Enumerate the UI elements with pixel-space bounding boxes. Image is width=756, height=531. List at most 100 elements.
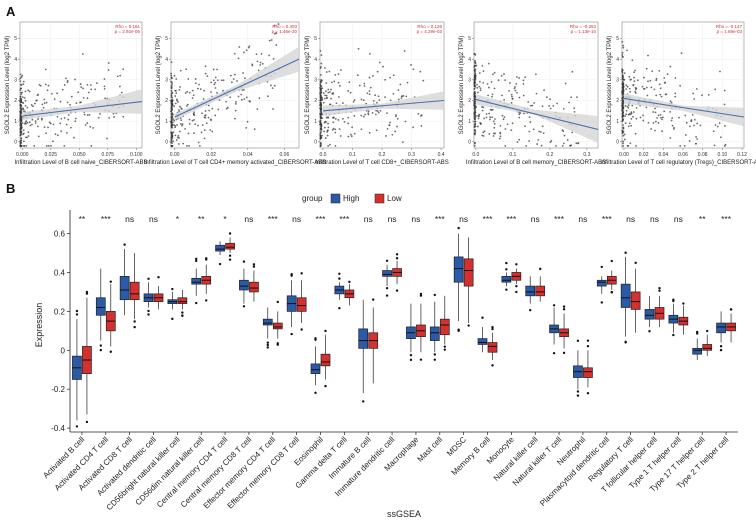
scatter-point (650, 128, 653, 130)
scatter-point (319, 110, 322, 113)
scatter-point (473, 81, 476, 84)
scatter-point (20, 124, 22, 127)
scatter-point (339, 135, 342, 137)
scatter-point (561, 129, 564, 132)
box-low (177, 289, 188, 317)
outlier-point (729, 308, 733, 311)
scatter-point (212, 79, 215, 82)
box-low (392, 253, 402, 292)
scatter-point (502, 118, 505, 121)
scatter-point (483, 130, 486, 133)
scatter-point (364, 113, 367, 116)
scatter-point (187, 132, 190, 135)
scatter-point (60, 117, 63, 120)
significance-label: ns (388, 214, 397, 224)
scatter-point (334, 118, 337, 120)
scatter-point (683, 145, 686, 147)
outlier-point (515, 263, 518, 266)
significance-label: *** (316, 214, 327, 224)
scatter-point (19, 83, 22, 86)
outlier-point (75, 309, 79, 313)
scatter-point (119, 74, 122, 77)
scatter-point (621, 70, 623, 73)
scatter-point (212, 68, 215, 71)
scatter-point (184, 92, 187, 94)
scatter-point (43, 126, 46, 128)
scatter-point (510, 101, 513, 104)
scatter-point (485, 113, 488, 115)
outlier-point (133, 320, 136, 323)
scatter-point (384, 96, 386, 99)
scatter-point (170, 108, 173, 111)
scatter-point (21, 122, 24, 125)
scatter-point (82, 87, 84, 90)
scatter-point (19, 89, 22, 91)
scatter-point (25, 145, 28, 147)
box-body (463, 258, 474, 287)
scatter-point (211, 107, 214, 110)
scatter-point (486, 83, 489, 85)
scatter-point (337, 96, 340, 98)
scatter-point (549, 98, 551, 100)
scatter-point (516, 141, 519, 144)
significance-label: *** (506, 214, 517, 224)
scatter-point (275, 44, 278, 46)
outlier-point (395, 253, 399, 256)
box-low (416, 292, 426, 361)
box-high (310, 337, 321, 395)
box-high (143, 277, 154, 316)
scatter-point (347, 116, 350, 119)
scatter-point (325, 90, 327, 93)
scatter-point (87, 91, 90, 94)
y-tick-label: 3 (616, 78, 619, 84)
scatter-point (19, 115, 22, 118)
scatter-point (204, 116, 207, 119)
scatter-point (499, 135, 502, 138)
scatter-point (225, 107, 228, 110)
scatter-point (26, 106, 29, 109)
scatter-point (173, 124, 175, 126)
scatter-point (22, 80, 25, 83)
scatter-point (660, 116, 662, 119)
scatter-point (493, 126, 496, 129)
box-body (310, 363, 321, 374)
scatter-point (473, 91, 476, 94)
scatter-point (374, 113, 377, 116)
scatter-point (245, 96, 248, 99)
scatter-point (86, 114, 89, 116)
scatter-point (627, 125, 630, 128)
x-tick-label: 0.04 (243, 152, 253, 158)
scatter-point (622, 131, 624, 134)
box-high (668, 298, 679, 337)
scatter-point (366, 92, 369, 95)
confidence-band (623, 93, 744, 127)
scatter-point (696, 88, 698, 90)
scatter-point (255, 53, 258, 56)
scatter-point (379, 110, 382, 112)
scatter-point (419, 114, 422, 117)
outlier-point (338, 277, 341, 280)
scatter-point (325, 121, 327, 123)
scatter-point (474, 74, 477, 77)
scatter-point (713, 144, 716, 147)
scatter-point (170, 80, 172, 83)
scatter-point (622, 78, 624, 81)
box-high (239, 260, 249, 308)
outlier-point (624, 341, 627, 344)
scatter-point (714, 88, 717, 91)
scatter-point (529, 104, 532, 107)
scatter-point (319, 88, 322, 91)
x-tick-label: 0.00 (619, 152, 629, 158)
scatter-point (422, 79, 425, 82)
scatter-point (319, 134, 322, 137)
x-tick-label: 0.08 (698, 152, 708, 158)
scatter-point (626, 85, 629, 88)
scatter-point (395, 115, 397, 118)
outlier-point (205, 299, 208, 302)
scatter-point (174, 89, 177, 92)
outlier-point (562, 308, 566, 311)
scatter-point (541, 105, 544, 108)
scatter-point (399, 83, 402, 86)
scatter-point (80, 86, 83, 89)
